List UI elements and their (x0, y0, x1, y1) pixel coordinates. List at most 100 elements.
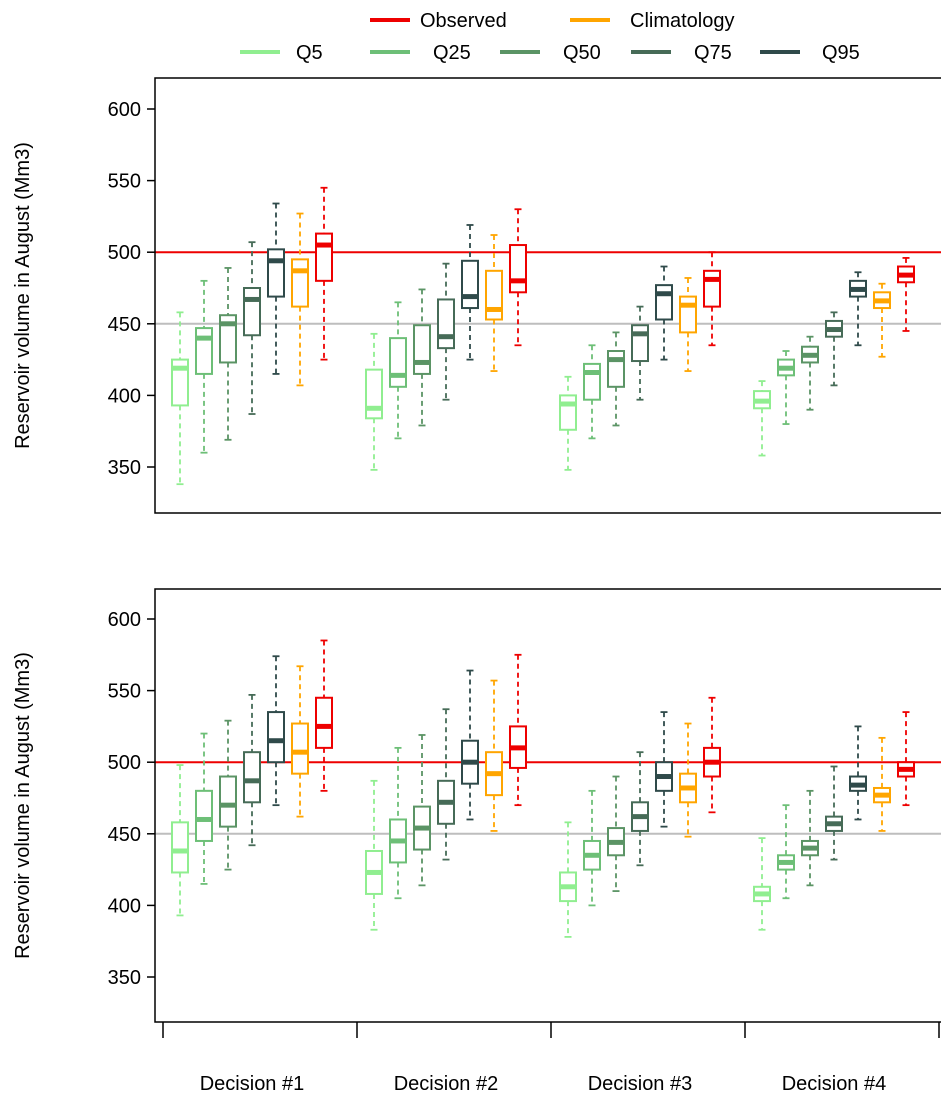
box-body (485, 269, 503, 321)
legend-entry-observed: Observed (370, 10, 507, 32)
box-observed-4 (897, 711, 915, 807)
box-q75-2 (437, 708, 455, 861)
box-q5-3 (559, 821, 577, 938)
box-body (679, 295, 697, 334)
box-climatology-4 (873, 736, 891, 832)
box-body (365, 368, 383, 420)
box-body (509, 244, 527, 294)
legend-label: Climatology (630, 10, 734, 32)
box-q25-2 (389, 746, 407, 900)
box-q50-4 (801, 335, 819, 411)
legend-entry-q50: Q50 (500, 42, 601, 64)
box-q50-3 (607, 775, 625, 892)
box-q95-4 (849, 725, 867, 821)
box-q5-4 (753, 380, 771, 457)
box-q75-4 (825, 311, 843, 387)
legend-entry-q95: Q95 (760, 42, 860, 64)
y-tick-label: 600 (108, 609, 141, 631)
y-tick-label: 400 (108, 895, 141, 917)
legend-label: Q25 (433, 42, 471, 64)
box-q50-1 (219, 719, 237, 871)
panel-1: 350 400 450 500 550 600 Reservoir volume in Au… (12, 77, 941, 514)
y-tick-label: 350 (108, 967, 141, 989)
x-tick-label: Decision #2 (394, 1073, 499, 1095)
box-observed-2 (509, 208, 527, 347)
x-tick-label: Decision #3 (588, 1073, 693, 1095)
box-q5-2 (365, 332, 383, 471)
legend-entry-q75: Q75 (631, 42, 732, 64)
box-body (171, 821, 189, 874)
box-q25-4 (777, 350, 795, 425)
box-body (171, 358, 189, 407)
box-q75-1 (243, 241, 261, 415)
box-body (461, 259, 479, 310)
box-q5-1 (171, 311, 189, 486)
box-climatology-1 (291, 212, 309, 387)
y-tick-label: 500 (108, 752, 141, 774)
box-body (267, 711, 285, 764)
box-body (195, 789, 213, 842)
legend-entry-q5: Q5 (240, 42, 323, 64)
box-observed-3 (703, 251, 721, 347)
box-q50-2 (413, 288, 431, 427)
legend-label: Q75 (694, 42, 732, 64)
box-q50-3 (607, 331, 625, 427)
y-tick-label: 400 (108, 385, 141, 407)
y-tick-label: 350 (108, 457, 141, 479)
x-tick-label: Decision #4 (782, 1073, 887, 1095)
panel-2: 350 400 450 500 550 600 Reservoir volume in Au… (12, 588, 941, 1023)
box-climatology-1 (291, 665, 309, 818)
box-q75-1 (243, 693, 261, 847)
box-q5-2 (365, 779, 383, 931)
legend-label: Q5 (296, 42, 323, 64)
box-body (291, 258, 309, 308)
panels: 350 400 450 500 550 600 Reservoir volume in Au… (12, 77, 941, 1023)
box-q50-1 (219, 267, 237, 441)
legend-entry-climatology: Climatology (570, 10, 734, 32)
box-body (267, 248, 285, 298)
x-axis: Decision #1 Decision #2 Decision #3 Decisio… (162, 1022, 940, 1095)
box-climatology-3 (679, 722, 697, 838)
box-q75-2 (437, 262, 455, 401)
x-tick-label: Decision #1 (200, 1073, 305, 1095)
box-observed-2 (509, 653, 527, 807)
box-body (243, 287, 261, 337)
box-body (607, 350, 625, 388)
box-q25-3 (583, 789, 601, 907)
box-body (655, 284, 673, 321)
box-body (243, 751, 261, 804)
box-observed-3 (703, 696, 721, 814)
box-body (631, 324, 649, 363)
box-q75-3 (631, 305, 649, 401)
y-tick-label: 450 (108, 824, 141, 846)
legend-entry-q25: Q25 (370, 42, 471, 64)
box-q25-3 (583, 344, 601, 440)
y-tick-label: 500 (108, 242, 141, 264)
legend-label: Observed (420, 10, 507, 32)
y-axis-label: Reservoir volume in August (Mm3) (12, 652, 34, 959)
box-body (437, 298, 455, 350)
box-q95-1 (267, 202, 285, 375)
y-tick-label: 550 (108, 681, 141, 703)
box-q50-2 (413, 734, 431, 887)
box-q95-2 (461, 669, 479, 821)
box-observed-4 (897, 257, 915, 332)
box-q75-4 (825, 765, 843, 861)
box-climatology-2 (485, 234, 503, 372)
plot-frame (154, 77, 941, 514)
box-body (291, 722, 309, 775)
box-q25-1 (195, 732, 213, 885)
box-q95-2 (461, 224, 479, 361)
box-q75-3 (631, 751, 649, 867)
box-body (219, 775, 237, 828)
box-body (559, 394, 577, 431)
box-q95-4 (849, 271, 867, 347)
box-q95-3 (655, 711, 673, 828)
box-q95-1 (267, 655, 285, 807)
box-body (195, 327, 213, 375)
y-tick-label: 550 (108, 171, 141, 193)
box-q50-4 (801, 789, 819, 887)
box-q95-3 (655, 265, 673, 361)
box-q25-4 (777, 804, 795, 900)
